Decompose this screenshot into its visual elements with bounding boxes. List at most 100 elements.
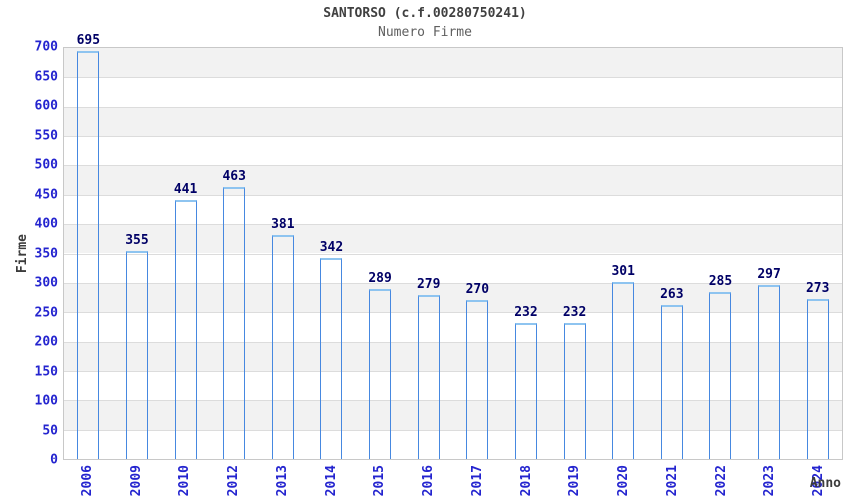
bar-value-label: 301 <box>611 264 635 280</box>
bar <box>320 258 343 459</box>
bar-slot: 232 <box>502 48 551 459</box>
y-tick-label: 0 <box>50 452 58 468</box>
bar-slot: 463 <box>210 48 259 459</box>
plot-area: 695 355 441 463 381 342 289 279 270 232 232 301 263 2… <box>63 34 843 460</box>
bar <box>563 322 586 459</box>
gridline <box>64 370 842 372</box>
x-tick-label: 2006 <box>79 465 95 497</box>
bar <box>174 200 197 459</box>
bar-slot: 381 <box>259 48 308 459</box>
bar-value-label: 232 <box>514 304 538 320</box>
chart-title: SANTORSO (c.f.00280750241) <box>323 6 527 21</box>
bar-value-label: 270 <box>465 282 490 298</box>
grid-band <box>64 341 842 371</box>
bar-value-label: 441 <box>173 182 198 198</box>
grid-band <box>64 106 842 137</box>
bar-slot: 263 <box>648 48 697 459</box>
x-tick-slot: 2016 <box>404 465 453 499</box>
bar-value-label: 342 <box>319 240 344 256</box>
bar-value-label: 463 <box>222 169 246 185</box>
y-tick-label: 500 <box>34 157 58 173</box>
bar <box>466 300 489 459</box>
bar-slot: 285 <box>696 48 745 459</box>
bar <box>271 235 294 459</box>
y-tick-label: 250 <box>34 305 58 320</box>
grid-band <box>64 400 842 430</box>
x-tick-label: 2021 <box>664 465 680 497</box>
y-tick-label: 50 <box>42 423 58 438</box>
x-tick-slot: 2018 <box>502 465 551 499</box>
x-tick-label: 2010 <box>177 465 193 497</box>
gridline <box>64 165 842 167</box>
x-tick-slot: 2009 <box>112 465 161 499</box>
gridline <box>64 194 842 196</box>
bar <box>125 250 148 459</box>
x-tick-slot: 2019 <box>551 465 600 499</box>
x-tick-slot: 2012 <box>209 465 258 499</box>
y-tick-label: 700 <box>34 39 58 55</box>
bar-value-label: 273 <box>805 280 830 296</box>
bar-value-label: 289 <box>368 271 392 287</box>
x-tick-label: 2016 <box>421 465 437 497</box>
x-tick-slot: 2021 <box>648 465 697 499</box>
bar <box>612 282 635 459</box>
gridline <box>64 312 842 314</box>
x-axis-title: Anno <box>809 476 841 491</box>
gridline <box>64 224 842 226</box>
y-tick-label: 300 <box>34 275 58 291</box>
gridline <box>64 282 842 284</box>
x-tick-slot: 2015 <box>356 465 405 499</box>
x-tick-label: 2014 <box>323 465 339 497</box>
x-tick-slot: 2013 <box>258 465 307 499</box>
bar-value-label: 263 <box>660 286 684 302</box>
bar-value-label: 297 <box>757 266 781 282</box>
gridline <box>64 77 842 79</box>
bars-row: 695 355 441 463 381 342 289 279 270 232 232 301 263 2… <box>64 34 842 459</box>
x-tick-label: 2015 <box>372 465 388 497</box>
gridline <box>64 253 842 255</box>
bar-slot: 695 <box>64 34 113 459</box>
bar <box>417 295 440 459</box>
bar-slot: 355 <box>113 48 162 459</box>
x-tick-label: 2012 <box>226 465 242 497</box>
gridline <box>64 341 842 343</box>
bar <box>660 304 683 459</box>
x-tick-label: 2023 <box>762 465 778 497</box>
gridline <box>64 400 842 402</box>
bar-slot: 289 <box>356 48 405 459</box>
x-tick-slot: 2022 <box>697 465 746 499</box>
x-tick-slot: 2023 <box>746 465 795 499</box>
x-tick-slot: 2010 <box>161 465 210 499</box>
x-tick-label: 2017 <box>469 465 485 497</box>
bar-slot: 342 <box>307 48 356 459</box>
x-tick-label: 2022 <box>713 465 729 497</box>
bar-slot: 270 <box>453 48 502 459</box>
x-tick-label: 2020 <box>616 465 632 497</box>
bar-value-label: 232 <box>562 304 587 320</box>
bar <box>514 322 537 459</box>
grid-band <box>64 48 842 78</box>
bar <box>223 187 246 459</box>
y-tick-label: 450 <box>34 187 58 202</box>
bar-value-label: 381 <box>271 217 295 233</box>
grid-band <box>64 224 842 254</box>
bar-value-label: 285 <box>708 273 733 289</box>
x-tick-slot: 2014 <box>307 465 356 499</box>
y-tick-label: 150 <box>34 364 58 379</box>
bar <box>806 298 829 459</box>
y-tick-label: 650 <box>34 69 58 84</box>
bar <box>709 291 732 459</box>
x-tick-slot: 2017 <box>453 465 502 499</box>
bar-slot: 273 <box>793 48 842 459</box>
gridline <box>64 136 842 138</box>
y-tick-label: 350 <box>34 246 58 261</box>
x-tick-slot: 2006 <box>63 465 112 499</box>
bar-slot: 232 <box>550 48 599 459</box>
bar-value-label: 279 <box>416 277 441 293</box>
y-tick-label: 100 <box>34 393 58 409</box>
bar <box>77 50 100 459</box>
bar-value-label: 695 <box>76 32 101 48</box>
x-tick-label: 2019 <box>567 465 583 497</box>
bar-slot: 301 <box>599 48 648 459</box>
